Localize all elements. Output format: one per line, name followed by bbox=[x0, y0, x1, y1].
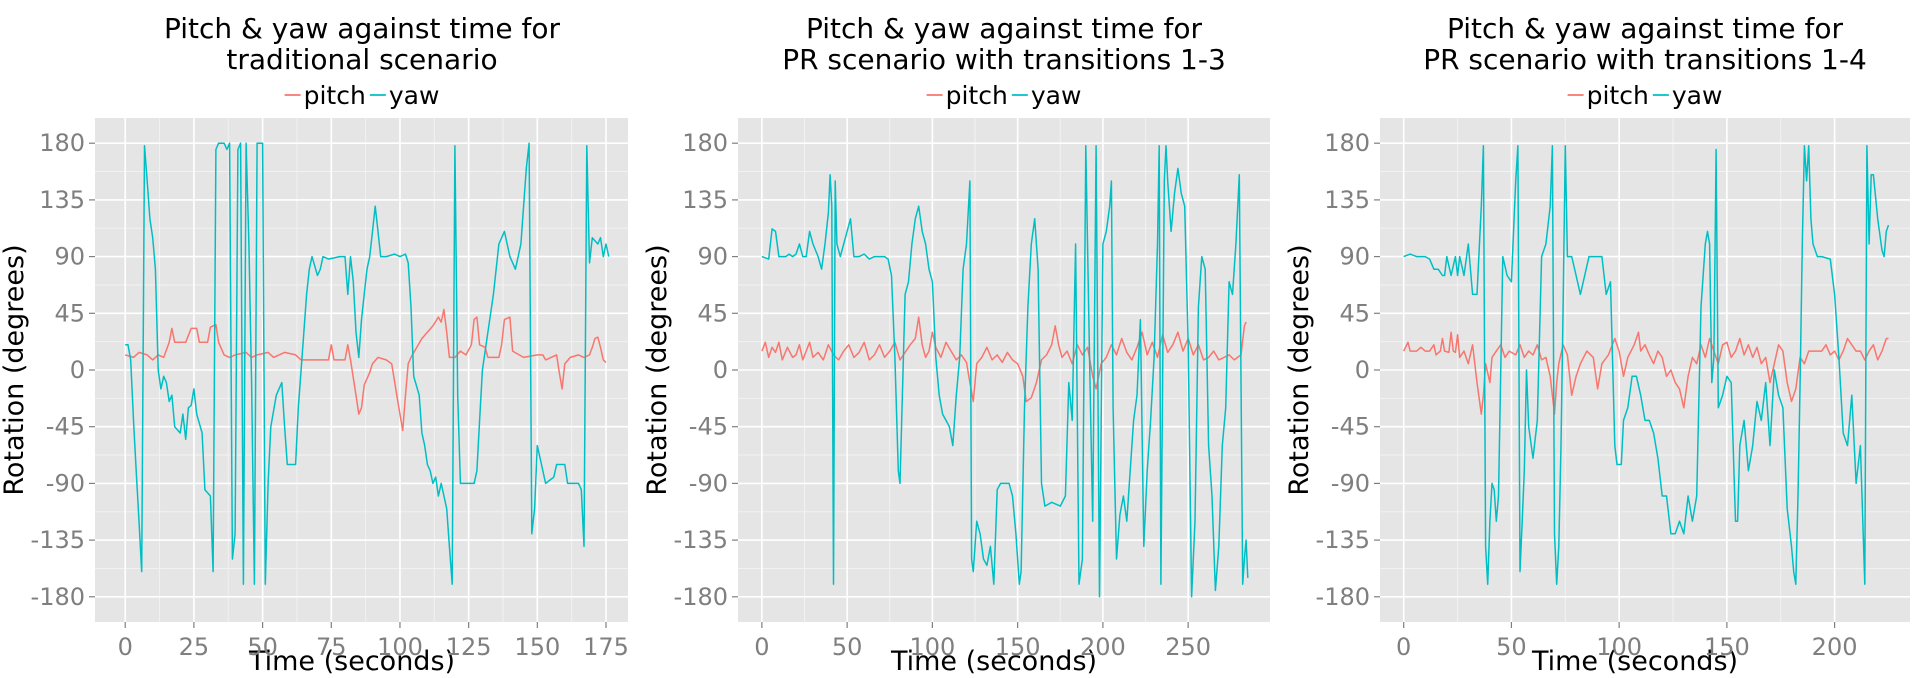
chart-title-line-1: Pitch & yaw against time for bbox=[164, 12, 561, 45]
x-tick-label: 150 bbox=[995, 633, 1041, 661]
legend-label-yaw: yaw bbox=[1031, 81, 1082, 110]
y-tick-label: -45 bbox=[689, 413, 728, 441]
series-line-pitch bbox=[1403, 331, 1889, 415]
y-tick-label: -180 bbox=[674, 583, 728, 611]
series-line-yaw bbox=[125, 142, 610, 585]
x-tick-label: 200 bbox=[1080, 633, 1126, 661]
x-tick-label: 150 bbox=[514, 633, 560, 661]
y-tick-label: 180 bbox=[39, 129, 85, 157]
y-tick-label: 90 bbox=[1339, 243, 1370, 271]
y-axis-label: Rotation (degrees) bbox=[1284, 244, 1315, 495]
chart-title-line-1: Pitch & yaw against time for bbox=[806, 12, 1203, 45]
x-tick-label: 0 bbox=[754, 633, 769, 661]
x-tick-label: 250 bbox=[1165, 633, 1211, 661]
y-tick-label: 180 bbox=[1324, 129, 1370, 157]
y-tick-label: 45 bbox=[54, 299, 85, 327]
x-axis-label: Time (seconds) bbox=[890, 646, 1097, 677]
chart-title-line-2: PR scenario with transitions 1-4 bbox=[1423, 43, 1867, 76]
x-tick-label: 125 bbox=[446, 633, 492, 661]
y-tick-label: 180 bbox=[682, 129, 728, 157]
x-axis-label: Time (seconds) bbox=[1531, 646, 1738, 677]
x-tick-label: 25 bbox=[179, 633, 210, 661]
chart-pr-transitions-1-3: Pitch & yaw against time for PR scenario… bbox=[642, 12, 1270, 677]
x-tick-label: 100 bbox=[909, 633, 955, 661]
x-tick-label: 0 bbox=[1396, 633, 1411, 661]
y-tick-label: 135 bbox=[1324, 186, 1370, 214]
y-tick-label: -135 bbox=[31, 526, 85, 554]
chart-title-line-2: PR scenario with transitions 1-3 bbox=[782, 43, 1226, 76]
x-tick-label: 100 bbox=[377, 633, 423, 661]
y-tick-label: -135 bbox=[1316, 526, 1370, 554]
chart-title-line-1: Pitch & yaw against time for bbox=[1447, 12, 1844, 45]
y-tick-label: -90 bbox=[689, 469, 728, 497]
y-tick-label: 90 bbox=[54, 243, 85, 271]
x-tick-label: 50 bbox=[247, 633, 278, 661]
x-tick-label: 200 bbox=[1812, 633, 1858, 661]
x-tick-label: 150 bbox=[1704, 633, 1750, 661]
y-tick-label: 45 bbox=[697, 299, 728, 327]
x-tick-label: 50 bbox=[1496, 633, 1527, 661]
x-tick-label: 100 bbox=[1596, 633, 1642, 661]
y-tick-label: -180 bbox=[1316, 583, 1370, 611]
y-tick-label: -45 bbox=[46, 413, 85, 441]
legend-label-pitch: pitch bbox=[1587, 81, 1649, 110]
legend-label-pitch: pitch bbox=[946, 81, 1008, 110]
y-tick-label: 0 bbox=[70, 356, 85, 384]
x-tick-label: 75 bbox=[316, 633, 347, 661]
y-tick-label: 0 bbox=[713, 356, 728, 384]
x-tick-label: 0 bbox=[118, 633, 133, 661]
y-tick-label: -45 bbox=[1331, 413, 1370, 441]
y-tick-label: -90 bbox=[1331, 469, 1370, 497]
series-line-pitch bbox=[761, 316, 1247, 403]
legend-label-yaw: yaw bbox=[389, 81, 440, 110]
legend-label-pitch: pitch bbox=[304, 81, 366, 110]
chart-pr-transitions-1-4: Pitch & yaw against time for PR scenario… bbox=[1284, 12, 1910, 677]
y-tick-label: 135 bbox=[39, 186, 85, 214]
legend-label-yaw: yaw bbox=[1672, 81, 1723, 110]
series-line-yaw bbox=[761, 144, 1249, 598]
y-tick-label: -90 bbox=[46, 469, 85, 497]
y-tick-label: 135 bbox=[682, 186, 728, 214]
chart-title-line-2: traditional scenario bbox=[226, 43, 497, 76]
y-tick-label: -135 bbox=[674, 526, 728, 554]
x-axis-label: Time (seconds) bbox=[248, 646, 455, 677]
x-tick-label: 175 bbox=[583, 633, 629, 661]
series-line-pitch bbox=[124, 308, 607, 432]
y-tick-label: 45 bbox=[1339, 299, 1370, 327]
chart-traditional: Pitch & yaw against time for traditional… bbox=[0, 12, 629, 677]
y-axis-label: Rotation (degrees) bbox=[642, 244, 673, 495]
y-tick-label: 0 bbox=[1355, 356, 1370, 384]
y-axis-label: Rotation (degrees) bbox=[0, 244, 30, 495]
y-tick-label: 90 bbox=[697, 243, 728, 271]
series-line-yaw bbox=[1403, 144, 1890, 585]
x-tick-label: 50 bbox=[832, 633, 863, 661]
y-tick-label: -180 bbox=[31, 583, 85, 611]
